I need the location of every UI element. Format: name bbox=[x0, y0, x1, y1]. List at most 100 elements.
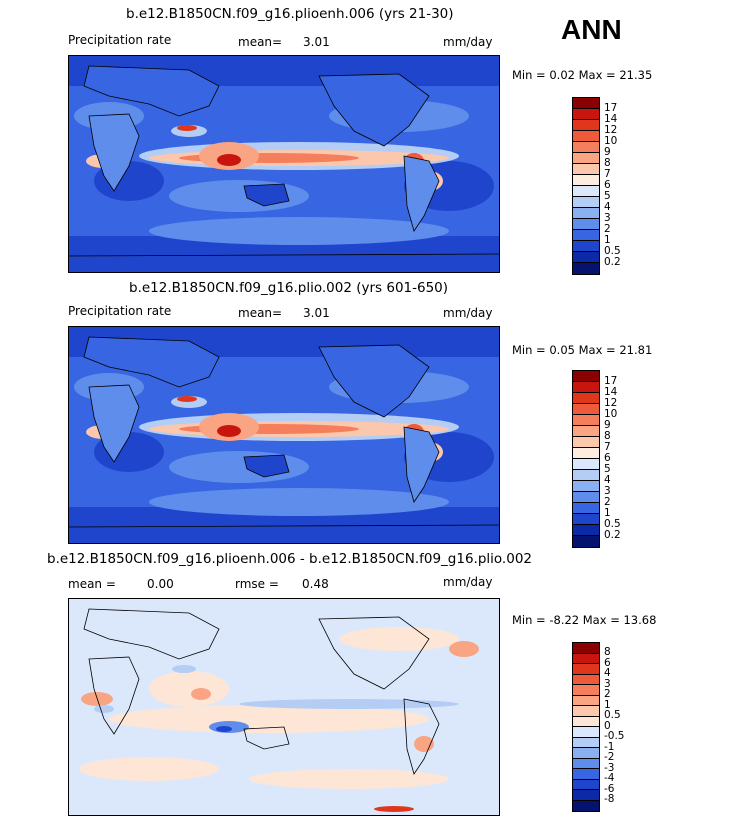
panel-2-tick-label: 10 bbox=[604, 408, 618, 420]
panel-2-colorbar-swatch bbox=[573, 470, 599, 481]
panel-1-minmax: Min = 0.02 Max = 21.35 bbox=[512, 68, 653, 82]
panel-3-tick-label: 0 bbox=[604, 719, 611, 732]
panel-3-colorbar-swatch bbox=[573, 737, 599, 748]
panel-2-colorbar-swatch bbox=[573, 536, 599, 547]
panel-1-colorbar bbox=[572, 97, 600, 275]
panel-3-tick-label: 3 bbox=[604, 677, 611, 690]
panel-1-tick-label: 1 bbox=[604, 234, 611, 246]
panel-1-tick-label: 8 bbox=[604, 157, 611, 169]
panel-1-colorbar-swatch bbox=[573, 164, 599, 175]
panel-2-colorbar-swatch bbox=[573, 437, 599, 448]
panel-3-colorbar-swatch bbox=[573, 800, 599, 811]
panel-1-mean-label: mean= bbox=[238, 35, 283, 49]
panel-3-tick-label: 8 bbox=[604, 646, 611, 658]
panel-1-tick-label: 12 bbox=[604, 124, 618, 136]
panel-1-tick-label: 0.2 bbox=[604, 256, 621, 268]
panel-2-tick-label: 5 bbox=[604, 463, 611, 475]
panel-2-map-svg bbox=[69, 327, 499, 543]
panel-1-tick-label: 3 bbox=[604, 212, 611, 224]
panel-3-title: b.e12.B1850CN.f09_g16.plioenh.006 - b.e1… bbox=[47, 551, 532, 567]
panel-2-tick-label: 2 bbox=[604, 496, 611, 508]
panel-1-tick-label: 6 bbox=[604, 179, 611, 191]
panel-1-colorbar-swatch bbox=[573, 186, 599, 197]
panel-3-colorbar bbox=[572, 642, 600, 812]
panel-1-colorbar-swatch bbox=[573, 241, 599, 252]
panel-1-colorbar-labels: 17 14 12 10 9 8 7 6 5 4 3 2 1 0.5 0.2 bbox=[604, 97, 644, 277]
panel-1-variable: Precipitation rate bbox=[68, 33, 172, 47]
panel-2-tick-label: 7 bbox=[604, 441, 611, 453]
panel-2-colorbar-swatch bbox=[573, 404, 599, 415]
panel-2-tick-label: 1 bbox=[604, 507, 611, 519]
panel-2-colorbar-swatch bbox=[573, 382, 599, 393]
panel-3-mean-value: 0.00 bbox=[147, 577, 174, 591]
panel-1-colorbar-swatch bbox=[573, 131, 599, 142]
panel-2-tick-label: 6 bbox=[604, 452, 611, 464]
panel-1-mean-value: 3.01 bbox=[303, 35, 330, 49]
panel-3-tick-label: 0.5 bbox=[604, 709, 621, 721]
panel-1-colorbar-swatch bbox=[573, 197, 599, 208]
panel-3-colorbar-swatch bbox=[573, 653, 599, 664]
panel-3-tick-label: -2 bbox=[604, 751, 615, 763]
panel-3-map-svg bbox=[69, 599, 499, 815]
panel-2-colorbar bbox=[572, 370, 600, 548]
panel-3-colorbar-swatch bbox=[573, 695, 599, 706]
panel-2-colorbar-swatch bbox=[573, 426, 599, 437]
panel-3-units: mm/day bbox=[443, 575, 493, 589]
panel-3-colorbar-labels: 8 6 4 3 2 1 0.5 0 -0.5 -1 -2 -3 -4 -6 -8 bbox=[604, 642, 644, 822]
panel-1-colorbar-swatch bbox=[573, 175, 599, 186]
panel-1-tick-label: 2 bbox=[604, 223, 611, 235]
panel-2-variable: Precipitation rate bbox=[68, 304, 172, 318]
panel-1-tick-label: 17 bbox=[604, 102, 618, 114]
panel-2-tick-label: 12 bbox=[604, 397, 618, 409]
panel-2-mean-value: 3.01 bbox=[303, 306, 330, 320]
panel-1-map-svg bbox=[69, 56, 499, 272]
panel-2-colorbar-swatch bbox=[573, 481, 599, 492]
panel-1-tick-label: 9 bbox=[604, 146, 611, 158]
panel-3-tick-label: -3 bbox=[604, 761, 615, 774]
panel-1-tick-label: 10 bbox=[604, 135, 618, 147]
panel-3-colorbar-swatch bbox=[573, 706, 599, 717]
panel-1-tick-label: 5 bbox=[604, 190, 611, 202]
panel-1-map bbox=[68, 55, 500, 273]
panel-3-colorbar-swatch bbox=[573, 716, 599, 727]
panel-2-colorbar-labels: 17 14 12 10 9 8 7 6 5 4 3 2 1 0.5 0.2 bbox=[604, 370, 644, 550]
panel-1-tick-label: 14 bbox=[604, 113, 618, 125]
panel-1-colorbar-swatch bbox=[573, 120, 599, 131]
panel-3-colorbar-swatch bbox=[573, 769, 599, 780]
panel-2-units: mm/day bbox=[443, 306, 493, 320]
panel-2-mean-label: mean= bbox=[238, 306, 283, 320]
panel-2-tick-label: 14 bbox=[604, 386, 618, 398]
panel-2-colorbar-swatch bbox=[573, 503, 599, 514]
panel-2-tick-label: 0.5 bbox=[604, 518, 621, 530]
panel-3-map bbox=[68, 598, 500, 816]
panel-3-tick-label: 2 bbox=[604, 688, 611, 700]
panel-1-colorbar-swatch bbox=[573, 98, 599, 109]
panel-3-tick-label: 1 bbox=[604, 698, 611, 711]
panel-3-colorbar-swatch bbox=[573, 790, 599, 801]
panel-3-colorbar-swatch bbox=[573, 758, 599, 769]
panel-2-colorbar-swatch bbox=[573, 371, 599, 382]
panel-2-title: b.e12.B1850CN.f09_g16.plio.002 (yrs 601-… bbox=[129, 280, 449, 296]
panel-1-tick-label: 7 bbox=[604, 168, 611, 180]
panel-2-colorbar-swatch bbox=[573, 415, 599, 426]
panel-2-tick-label: 0.2 bbox=[604, 529, 621, 541]
panel-1-tick-label: 0.5 bbox=[604, 245, 621, 257]
panel-1-colorbar-swatch bbox=[573, 142, 599, 153]
panel-2-map bbox=[68, 326, 500, 544]
panel-2-colorbar-swatch bbox=[573, 459, 599, 470]
panel-1-title: b.e12.B1850CN.f09_g16.plioenh.006 (yrs 2… bbox=[126, 6, 454, 22]
panel-3-minmax: Min = -8.22 Max = 13.68 bbox=[512, 613, 657, 627]
panel-3-colorbar-swatch bbox=[573, 664, 599, 675]
panel-2-colorbar-swatch bbox=[573, 448, 599, 459]
panel-1-colorbar-swatch bbox=[573, 252, 599, 263]
panel-2-colorbar-swatch bbox=[573, 393, 599, 404]
panel-2-colorbar-swatch bbox=[573, 525, 599, 536]
panel-3-colorbar-swatch bbox=[573, 674, 599, 685]
panel-1-colorbar-swatch bbox=[573, 219, 599, 230]
panel-3-tick-label: -0.5 bbox=[604, 730, 625, 742]
panel-3-tick-label: -6 bbox=[604, 782, 615, 795]
panel-3-tick-label: -1 bbox=[604, 740, 615, 753]
panel-3-colorbar-swatch bbox=[573, 748, 599, 759]
panel-2-minmax: Min = 0.05 Max = 21.81 bbox=[512, 343, 653, 357]
panel-1-colorbar-swatch bbox=[573, 263, 599, 274]
